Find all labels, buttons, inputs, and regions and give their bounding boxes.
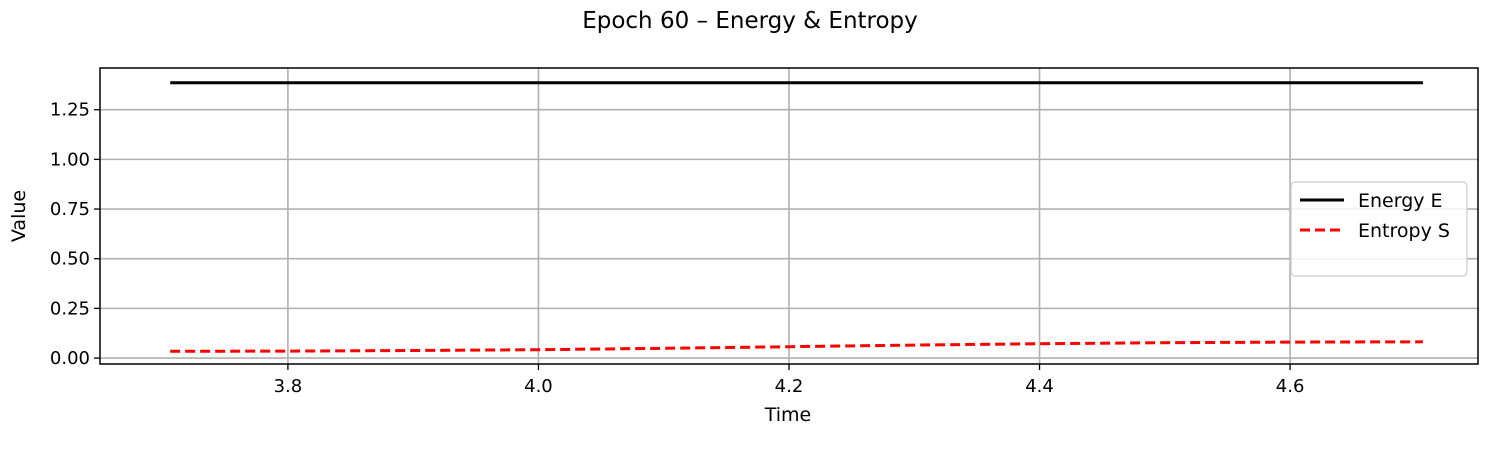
y-tick-label: 0.00 bbox=[50, 348, 90, 369]
x-axis-title: Time bbox=[764, 404, 812, 426]
y-axis-title: Value bbox=[8, 190, 30, 242]
series-layer bbox=[170, 81, 1423, 353]
x-tick-label: 4.6 bbox=[1276, 376, 1305, 397]
y-tick-label: 1.00 bbox=[50, 149, 90, 170]
x-tick-label: 4.4 bbox=[1025, 376, 1054, 397]
x-tick-label: 4.2 bbox=[775, 376, 804, 397]
x-tick-label: 3.8 bbox=[274, 376, 303, 397]
legend-label: Energy E bbox=[1358, 190, 1443, 212]
y-tick-label: 0.50 bbox=[50, 249, 90, 270]
x-tick-label: 4.0 bbox=[524, 376, 553, 397]
grid bbox=[100, 68, 1478, 364]
legend-box bbox=[1290, 181, 1468, 277]
y-tick-label: 0.25 bbox=[50, 298, 90, 319]
legend-label: Entropy S bbox=[1358, 220, 1450, 242]
chart-title: Epoch 60 – Energy & Entropy bbox=[582, 8, 918, 34]
ticks: 3.8 4.0 4.2 4.4 4.6 0.00 0.25 0.50 0.75 1.00 1.25 bbox=[50, 100, 1304, 397]
legend: Energy E Entropy S bbox=[1290, 181, 1468, 277]
series-line-2 bbox=[170, 340, 1423, 353]
y-tick-label: 0.75 bbox=[50, 199, 90, 220]
y-tick-label: 1.25 bbox=[50, 100, 90, 121]
